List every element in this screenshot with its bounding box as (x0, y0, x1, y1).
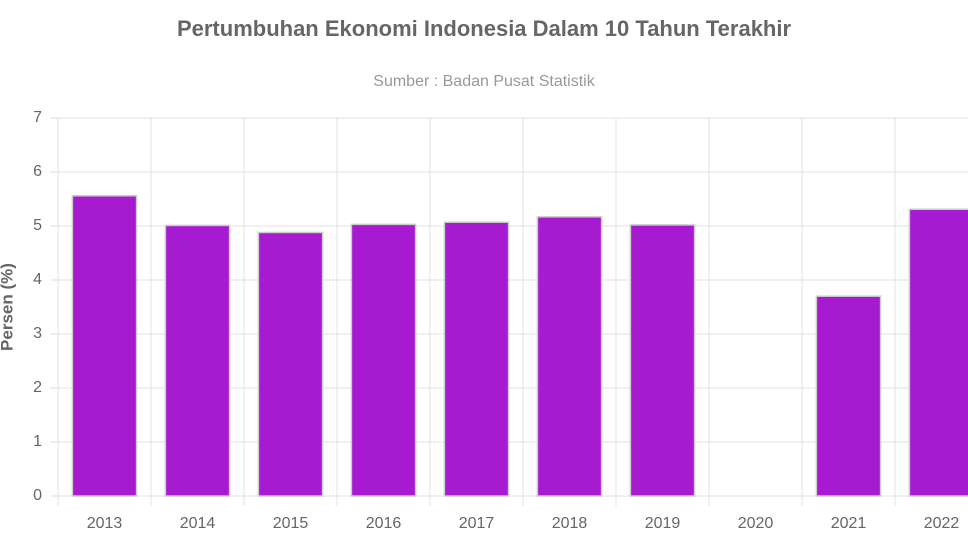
bar (443, 221, 510, 497)
bar (164, 224, 231, 497)
x-tick-label: 2017 (459, 515, 495, 532)
x-tick-label: 2022 (924, 515, 960, 532)
y-axis-label: Persen (%) (0, 263, 16, 351)
chart-subtitle: Sumber : Badan Pusat Statistik (373, 73, 595, 90)
x-tick-label: 2016 (366, 515, 402, 532)
y-tick-label: 6 (33, 163, 42, 180)
y-tick-label: 3 (33, 325, 42, 342)
bar (257, 231, 324, 497)
bar (629, 224, 696, 497)
bar (536, 216, 603, 497)
bar (350, 223, 417, 497)
y-tick-label: 0 (33, 487, 42, 504)
bar (908, 208, 968, 497)
x-tick-label: 2015 (273, 515, 309, 532)
chart-title: Pertumbuhan Ekonomi Indonesia Dalam 10 T… (177, 16, 792, 41)
y-tick-label: 7 (33, 109, 42, 126)
bar (71, 195, 138, 497)
x-tick-label: 2020 (738, 515, 774, 532)
x-tick-label: 2013 (87, 515, 123, 532)
y-tick-label: 4 (33, 271, 42, 288)
x-tick-label: 2018 (552, 515, 588, 532)
bar (815, 295, 882, 497)
y-tick-label: 2 (33, 379, 42, 396)
y-tick-label: 1 (33, 433, 42, 450)
x-tick-label: 2021 (831, 515, 867, 532)
y-tick-label: 5 (33, 217, 42, 234)
x-tick-label: 2014 (180, 515, 216, 532)
x-tick-label: 2019 (645, 515, 681, 532)
